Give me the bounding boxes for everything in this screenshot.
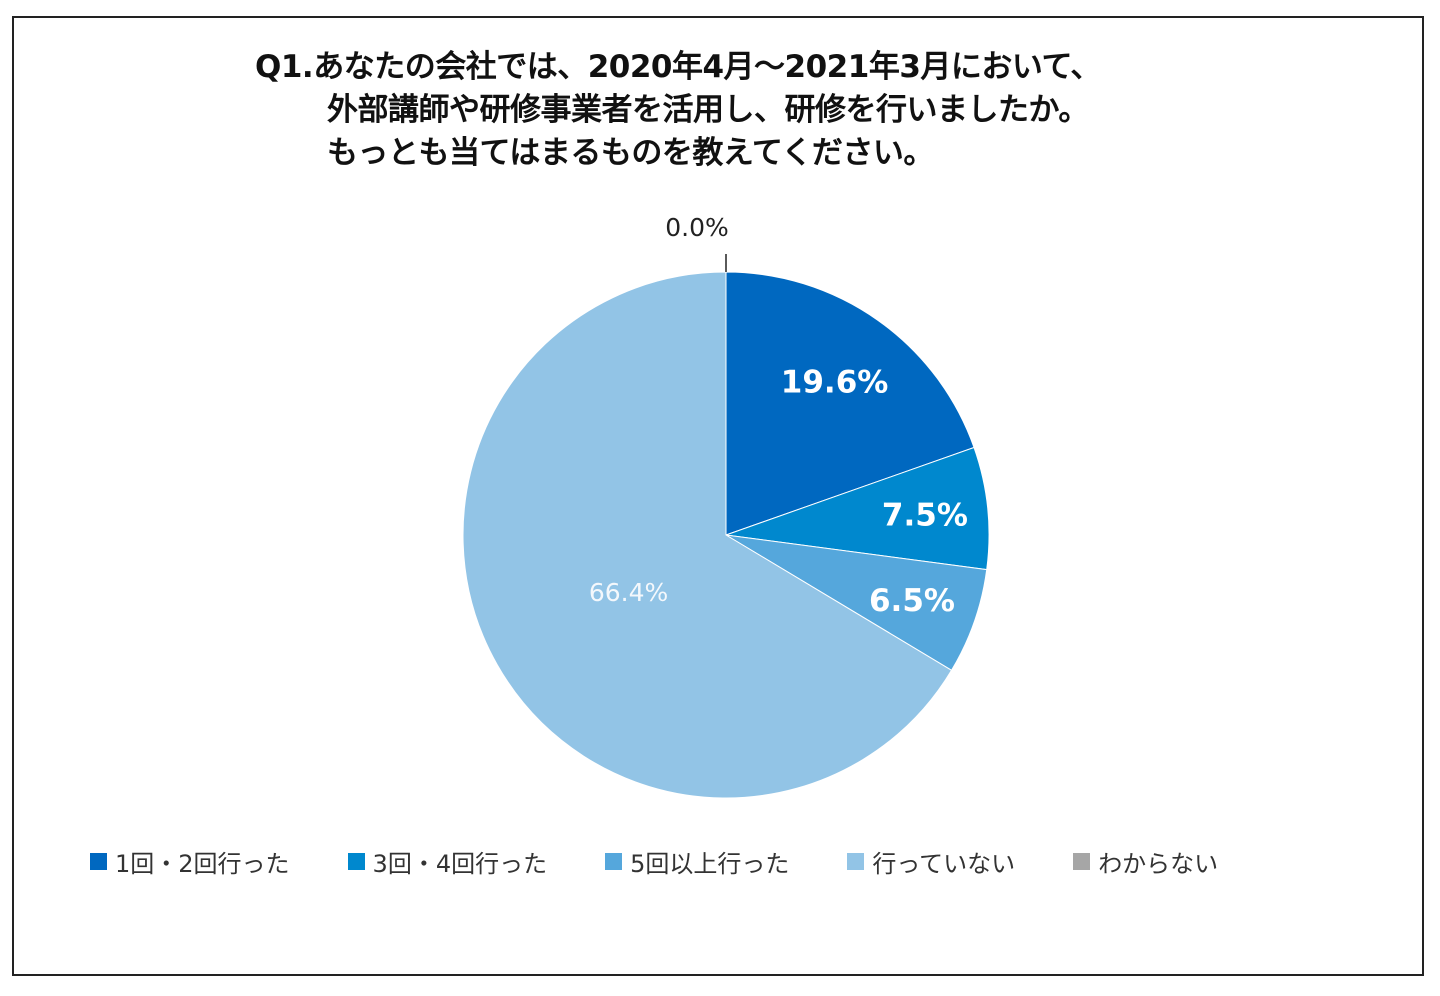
title-line-3: もっとも当てはまるものを教えてください。 xyxy=(327,135,934,171)
legend-item: わからない xyxy=(1073,844,1218,879)
legend-swatch xyxy=(347,853,365,870)
legend-label: 3回・4回行った xyxy=(372,850,548,878)
legend-label: 1回・2回行った xyxy=(115,850,290,878)
data-label: 6.5% xyxy=(869,583,955,619)
legend-label: 5回以上行った xyxy=(630,850,790,878)
legend-item: 3回・4回行った xyxy=(347,844,548,879)
chart-title: Q1.あなたの会社では、2020年4月～2021年3月において、 外部講師や研修… xyxy=(255,46,1101,175)
title-line-1: Q1.あなたの会社では、2020年4月～2021年3月において、 xyxy=(255,49,1101,85)
legend-swatch xyxy=(1073,853,1091,870)
legend-item: 行っていない xyxy=(847,844,1015,879)
title-line-2: 外部講師や研修事業者を活用し、研修を行いましたか。 xyxy=(327,92,1089,128)
data-label: 0.0% xyxy=(665,213,729,242)
legend: 1回・2回行った 3回・4回行った 5回以上行った 行っていない わからない xyxy=(90,844,1276,879)
chart-frame xyxy=(12,16,1424,976)
data-label: 19.6% xyxy=(781,365,889,401)
legend-label: わからない xyxy=(1098,850,1219,878)
pie-slice xyxy=(462,271,953,799)
legend-swatch xyxy=(847,853,865,870)
data-label: 66.4% xyxy=(589,578,668,607)
pie-slice xyxy=(725,446,990,571)
legend-item: 5回以上行った xyxy=(605,844,789,879)
legend-item: 1回・2回行った xyxy=(90,844,290,879)
data-label: 7.5% xyxy=(882,497,968,533)
legend-label: 行っていない xyxy=(872,850,1016,878)
legend-swatch xyxy=(605,853,623,870)
legend-swatch xyxy=(90,853,107,870)
